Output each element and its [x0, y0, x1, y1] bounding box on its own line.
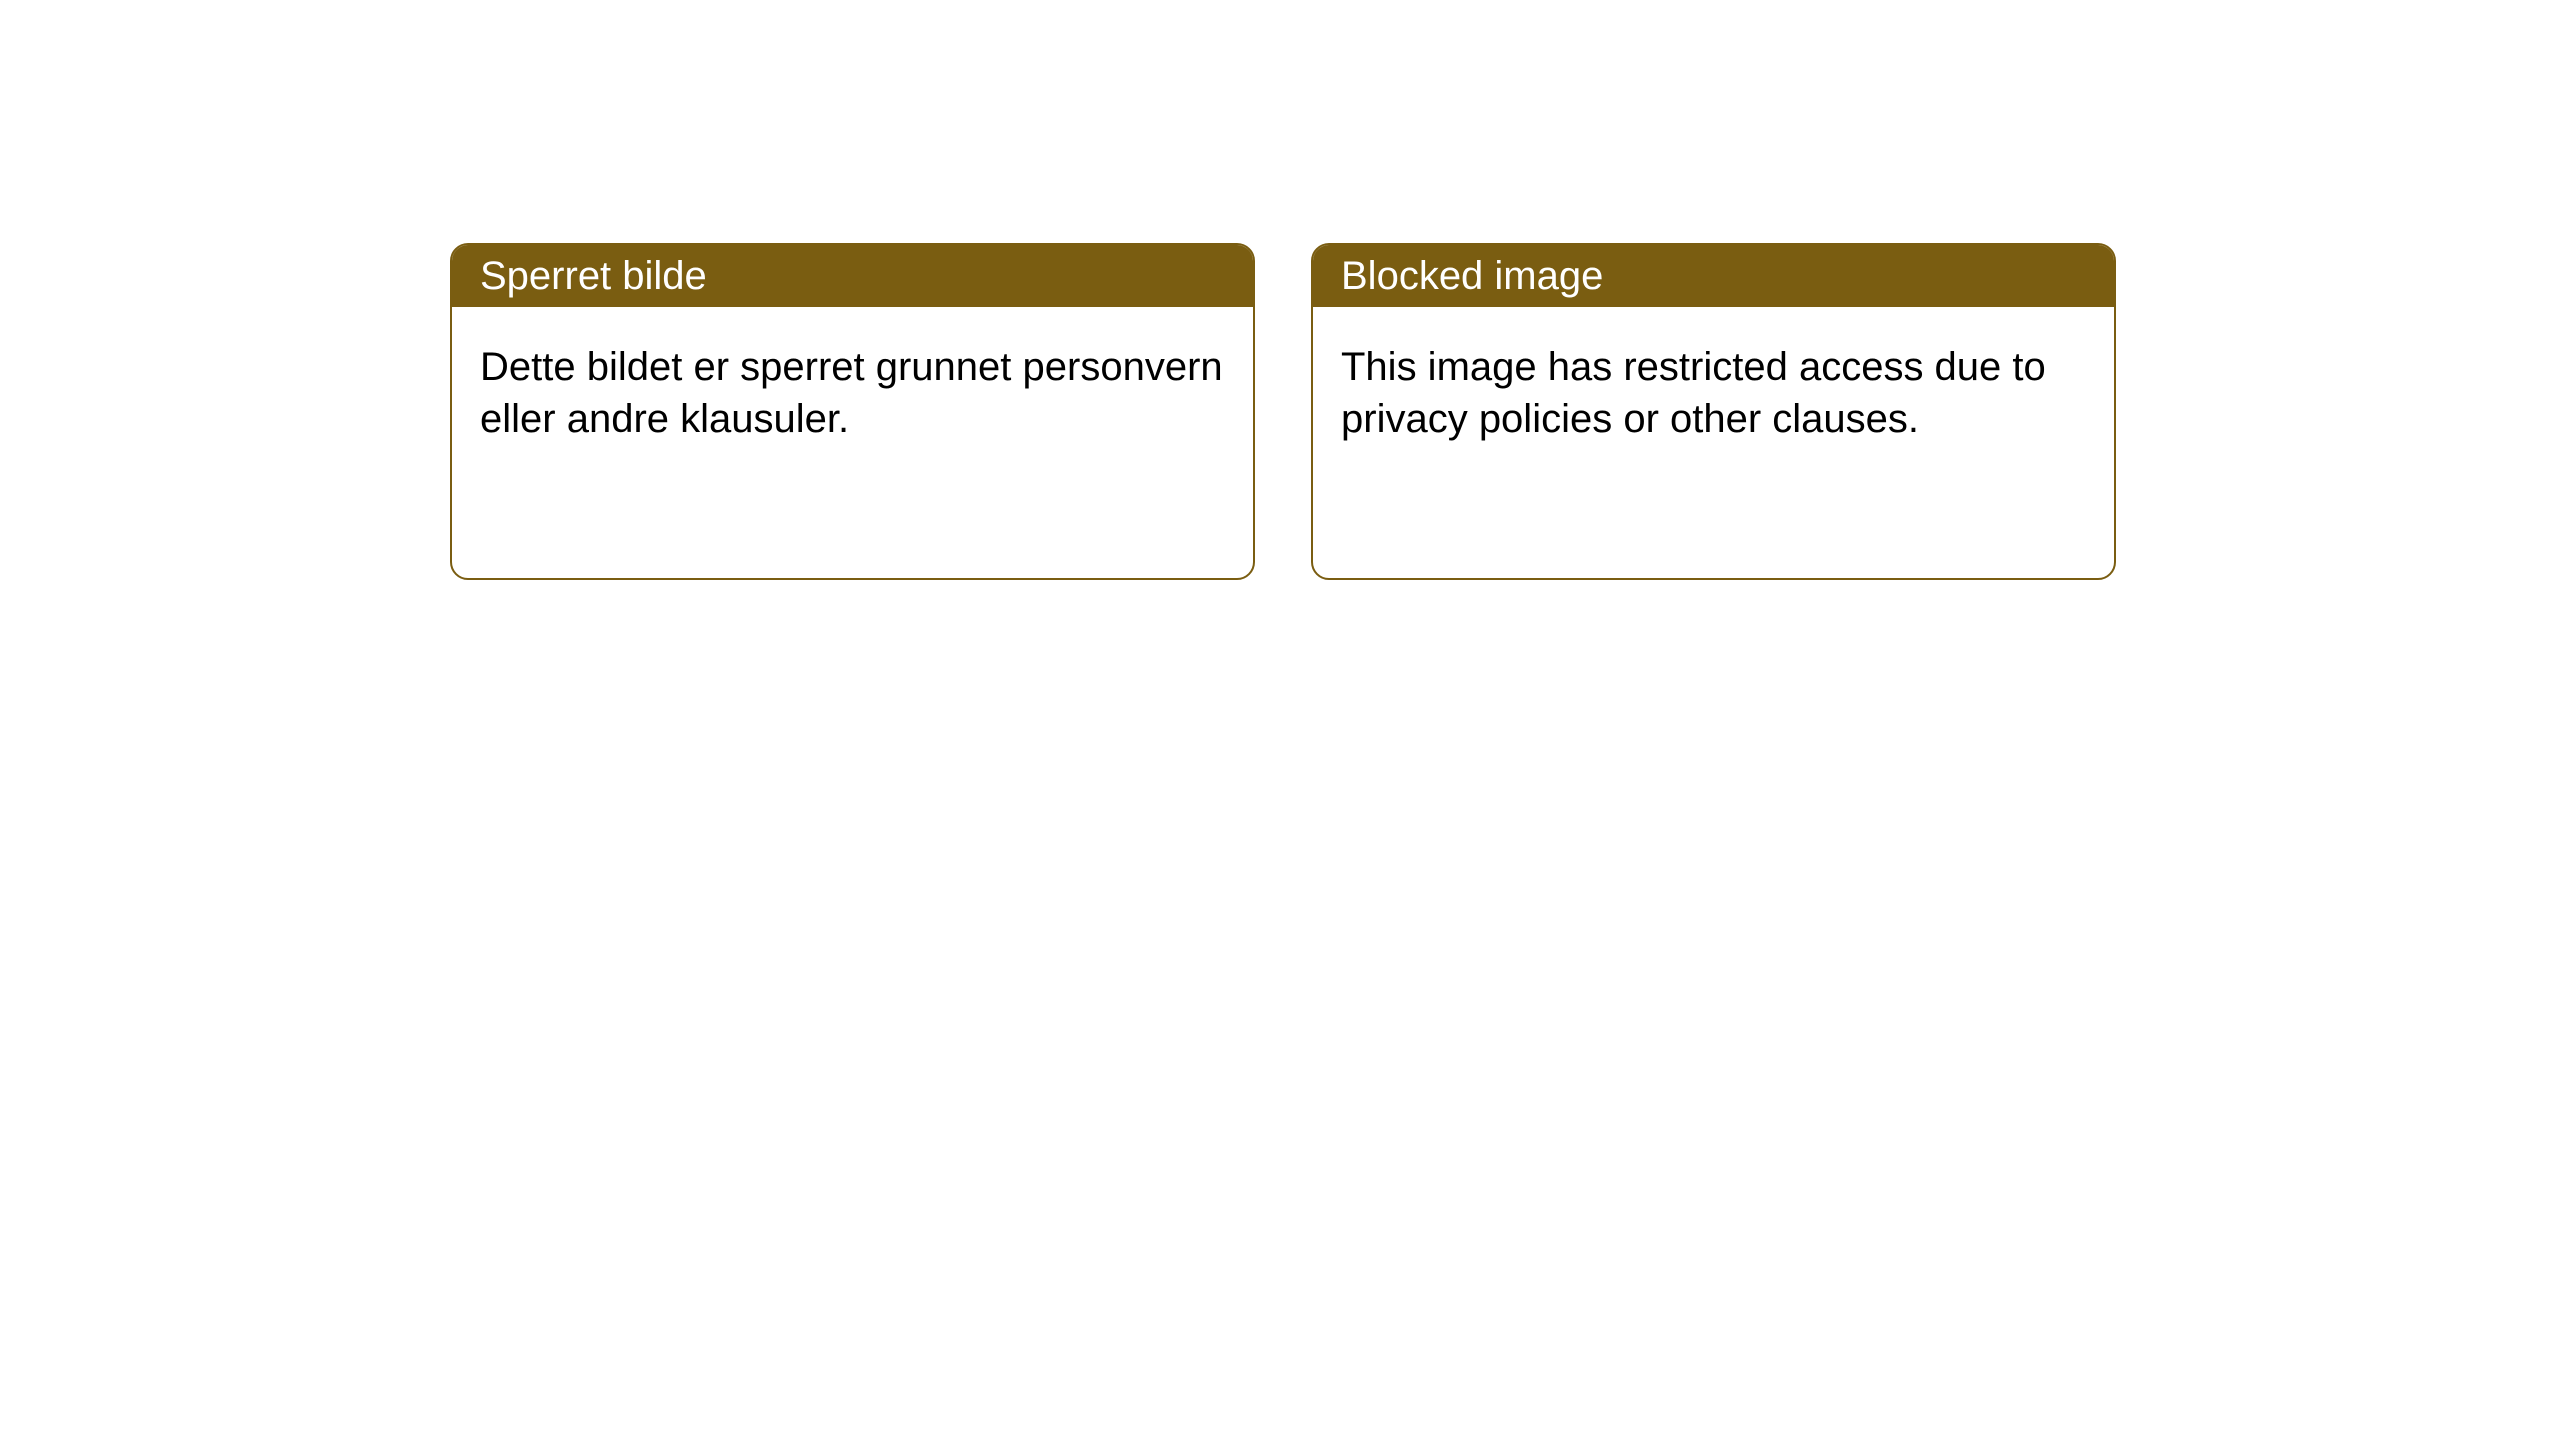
notice-body-text-no: Dette bildet er sperret grunnet personve… — [480, 345, 1223, 441]
notice-body-en: This image has restricted access due to … — [1313, 307, 2114, 479]
notice-header-en: Blocked image — [1313, 245, 2114, 307]
notice-title-no: Sperret bilde — [480, 254, 707, 299]
notice-card-en: Blocked image This image has restricted … — [1311, 243, 2116, 580]
notice-body-no: Dette bildet er sperret grunnet personve… — [452, 307, 1253, 479]
notice-card-no: Sperret bilde Dette bildet er sperret gr… — [450, 243, 1255, 580]
notice-body-text-en: This image has restricted access due to … — [1341, 345, 2046, 441]
notice-title-en: Blocked image — [1341, 254, 1603, 299]
notice-container: Sperret bilde Dette bildet er sperret gr… — [0, 0, 2560, 580]
notice-header-no: Sperret bilde — [452, 245, 1253, 307]
